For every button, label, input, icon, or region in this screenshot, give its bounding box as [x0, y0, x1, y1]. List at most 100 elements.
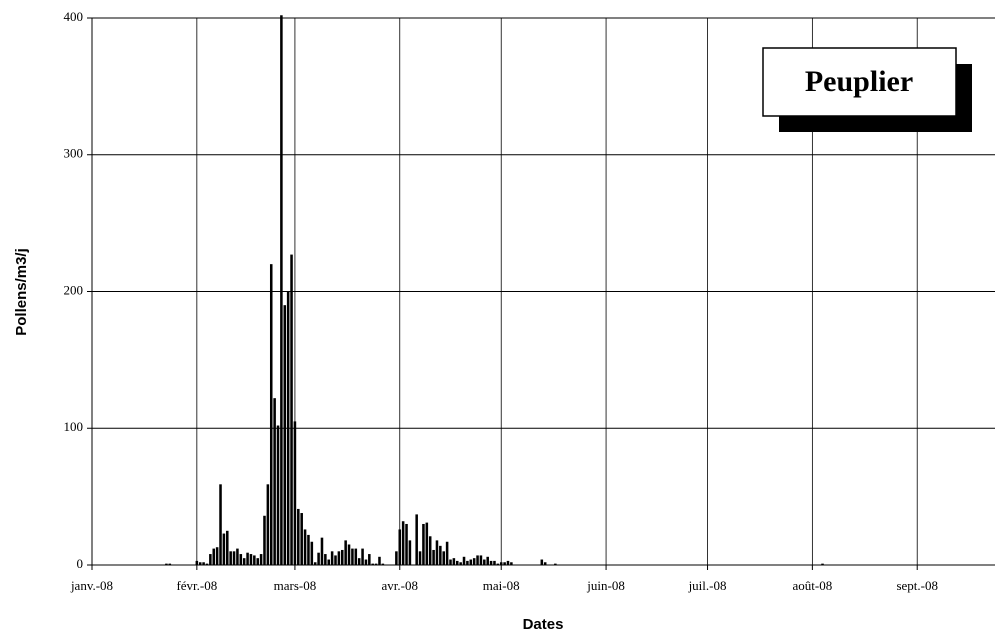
bar: [246, 552, 249, 565]
bar: [496, 563, 500, 565]
bar: [371, 563, 374, 565]
bar: [242, 558, 246, 565]
bar: [398, 529, 402, 565]
bar: [381, 563, 385, 565]
bar: [259, 554, 263, 565]
y-tick-label: 400: [64, 9, 84, 24]
x-tick-label: mai-08: [483, 578, 520, 593]
y-tick-label: 200: [64, 282, 84, 297]
bar: [442, 551, 445, 565]
x-tick-label: août-08: [793, 578, 833, 593]
x-tick-label: févr.-08: [176, 578, 217, 593]
bar: [202, 562, 205, 565]
bar: [266, 484, 270, 565]
bar: [459, 562, 462, 565]
bar: [368, 554, 371, 565]
bar: [215, 547, 219, 565]
bar: [273, 398, 276, 565]
bar: [395, 551, 398, 565]
bar: [374, 563, 378, 565]
bar: [198, 562, 202, 565]
x-tick-label: avr.-08: [382, 578, 418, 593]
bar: [209, 554, 212, 565]
y-tick-label: 0: [77, 556, 84, 571]
bar: [327, 559, 331, 565]
bar: [428, 536, 432, 565]
bar: [472, 558, 476, 565]
x-tick-label: sept.-08: [896, 578, 938, 593]
bar: [313, 562, 317, 565]
bar: [168, 563, 172, 565]
bar: [303, 529, 307, 565]
bar: [293, 421, 297, 565]
bar: [337, 551, 341, 565]
bar: [415, 514, 418, 565]
bar: [253, 555, 256, 565]
bar: [330, 551, 334, 565]
bar: [503, 562, 506, 565]
bar: [195, 560, 199, 565]
bar: [462, 556, 466, 565]
bar: [425, 522, 429, 565]
y-tick-label: 300: [64, 146, 84, 161]
bar: [320, 537, 324, 565]
bar: [364, 559, 368, 565]
bar: [280, 15, 283, 565]
bar: [276, 425, 280, 565]
bar: [256, 558, 259, 565]
bar: [378, 556, 381, 565]
bar: [317, 552, 320, 565]
bar: [283, 305, 287, 565]
bar: [540, 559, 544, 565]
x-axis-label: Dates: [523, 616, 564, 633]
bar: [455, 560, 459, 565]
bar: [405, 523, 408, 565]
bar: [445, 541, 449, 565]
bar: [493, 560, 496, 565]
bar: [821, 563, 824, 565]
bar: [222, 533, 226, 565]
bar: [239, 554, 243, 565]
bar: [476, 555, 479, 565]
bar: [361, 548, 364, 565]
bar: [418, 551, 422, 565]
bar: [354, 548, 358, 565]
bar: [300, 513, 303, 565]
bar: [469, 559, 473, 565]
bar: [269, 264, 273, 565]
bar: [449, 559, 452, 565]
bar: [324, 554, 327, 565]
bar: [483, 559, 486, 565]
bar: [212, 548, 216, 565]
bar: [466, 560, 469, 565]
bar: [347, 544, 351, 565]
bar: [506, 560, 510, 565]
bar: [290, 254, 293, 565]
bar: [226, 530, 229, 565]
bar: [543, 562, 547, 565]
bar: [229, 551, 232, 565]
bar: [286, 291, 290, 565]
bar: [334, 555, 337, 565]
y-axis-label: Pollens/m3/j: [13, 248, 30, 336]
title-box: [762, 47, 957, 117]
x-tick-label: juin-08: [586, 578, 625, 593]
bar: [357, 558, 361, 565]
bar: [510, 562, 513, 565]
bar: [452, 558, 456, 565]
bar: [249, 554, 253, 565]
bar: [219, 484, 222, 565]
bar: [422, 523, 425, 565]
bar: [408, 540, 412, 565]
bar: [351, 548, 354, 565]
bar: [341, 549, 344, 565]
bar: [165, 563, 168, 565]
bar: [232, 551, 236, 565]
bar: [263, 515, 266, 565]
bar: [479, 555, 483, 565]
bar: [310, 541, 314, 565]
bar: [344, 540, 347, 565]
x-tick-label: janv.-08: [70, 578, 113, 593]
bar: [499, 562, 503, 565]
